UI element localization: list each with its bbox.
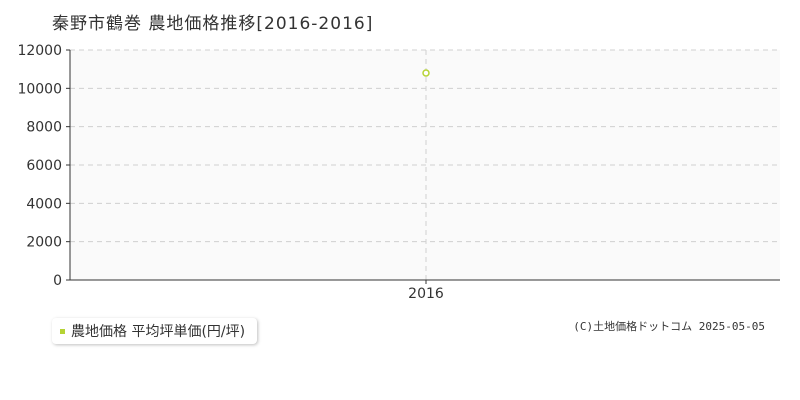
chart-title: 秦野市鶴巻 農地価格推移[2016-2016] [52, 14, 374, 34]
legend-swatch [60, 328, 65, 334]
grid-lines [66, 49, 780, 284]
y-tick-label: 6000 [26, 158, 62, 174]
y-tick-label: 8000 [26, 120, 62, 136]
x-tick-label: 2016 [408, 286, 444, 302]
y-tick-labels: 0 2000 4000 6000 8000 10000 12000 [17, 43, 62, 289]
y-tick-label: 4000 [26, 196, 62, 212]
x-tick-labels: 2016 [408, 286, 444, 302]
copyright-text: (C)土地価格ドットコム 2025-05-05 [573, 320, 765, 333]
data-point [422, 69, 430, 77]
y-tick-label: 2000 [26, 235, 62, 251]
legend: 農地価格 平均坪単価(円/坪) [52, 318, 258, 344]
legend-label: 農地価格 平均坪単価(円/坪) [71, 324, 246, 340]
y-tick-label: 12000 [17, 43, 62, 59]
y-tick-label: 0 [53, 273, 62, 289]
y-tick-label: 10000 [17, 81, 62, 97]
data-points [422, 69, 430, 77]
